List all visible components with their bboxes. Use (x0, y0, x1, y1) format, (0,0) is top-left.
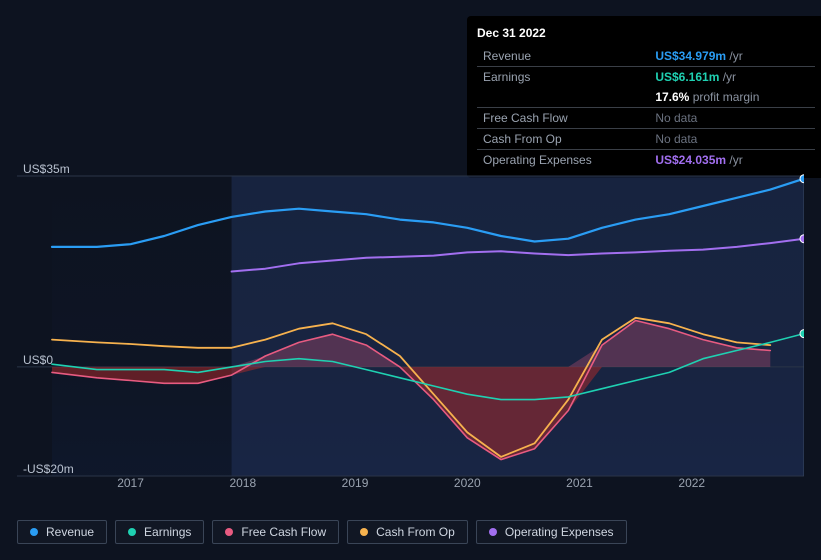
legend-label: Operating Expenses (505, 525, 614, 539)
legend-color-dot (489, 528, 497, 536)
tooltip-row: RevenueUS$34.979m /yr (477, 46, 815, 67)
legend-color-dot (360, 528, 368, 536)
tooltip-row-label: Free Cash Flow (477, 108, 649, 129)
legend-label: Earnings (144, 525, 191, 539)
tooltip-row-label: Revenue (477, 46, 649, 67)
financial-chart: US$35m US$0 -US$20m 2017 2018 2019 2020 2021 20… (17, 160, 804, 500)
tooltip-table: RevenueUS$34.979m /yrEarningsUS$6.161m /… (477, 46, 815, 170)
x-axis-label: 2018 (229, 476, 256, 490)
legend-item[interactable]: Earnings (115, 520, 204, 544)
legend-color-dot (225, 528, 233, 536)
tooltip-row-value: US$34.979m /yr (649, 46, 815, 67)
x-axis-label: 2017 (117, 476, 144, 490)
chart-tooltip: Dec 31 2022 RevenueUS$34.979m /yrEarning… (467, 16, 821, 178)
x-axis-label: 2022 (678, 476, 705, 490)
x-axis-label: 2019 (342, 476, 369, 490)
y-axis-label: US$35m (23, 162, 70, 176)
end-marker (800, 175, 804, 183)
tooltip-row: Cash From OpNo data (477, 129, 815, 150)
tooltip-subrow: 17.6% profit margin (477, 87, 815, 108)
end-marker (800, 330, 804, 338)
legend-label: Cash From Op (376, 525, 455, 539)
legend-item[interactable]: Operating Expenses (476, 520, 627, 544)
y-axis-label: -US$20m (23, 462, 74, 476)
y-axis-label: US$0 (23, 353, 53, 367)
end-marker (800, 235, 804, 243)
tooltip-row-value: No data (649, 129, 815, 150)
tooltip-title: Dec 31 2022 (477, 24, 815, 46)
tooltip-row: EarningsUS$6.161m /yr (477, 67, 815, 88)
chart-legend: Revenue Earnings Free Cash Flow Cash From O… (17, 520, 627, 544)
x-axis-label: 2021 (566, 476, 593, 490)
tooltip-row-label: Cash From Op (477, 129, 649, 150)
tooltip-row-value: No data (649, 108, 815, 129)
legend-label: Revenue (46, 525, 94, 539)
tooltip-row: Free Cash FlowNo data (477, 108, 815, 129)
chart-svg (17, 160, 804, 500)
legend-label: Free Cash Flow (241, 525, 326, 539)
tooltip-row-value: US$6.161m /yr (649, 67, 815, 88)
legend-item[interactable]: Free Cash Flow (212, 520, 339, 544)
legend-item[interactable]: Cash From Op (347, 520, 468, 544)
legend-color-dot (30, 528, 38, 536)
legend-item[interactable]: Revenue (17, 520, 107, 544)
legend-color-dot (128, 528, 136, 536)
x-axis-label: 2020 (454, 476, 481, 490)
tooltip-row-label: Earnings (477, 67, 649, 88)
